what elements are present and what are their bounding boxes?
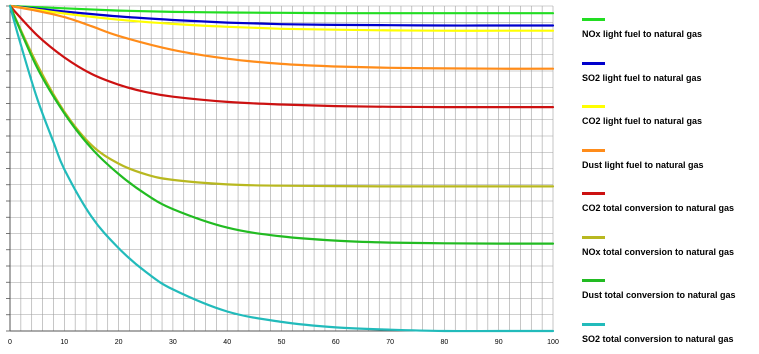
legend-label: Dust light fuel to natural gas — [582, 160, 704, 170]
x-tick-label: 60 — [332, 339, 340, 346]
x-tick-label: 20 — [115, 339, 123, 346]
legend-item-2: SO2 light fuel to natural gas — [577, 50, 759, 94]
legend-swatch — [582, 236, 605, 239]
legend-swatch — [582, 62, 605, 65]
legend-swatch — [582, 18, 605, 21]
x-tick-label: 90 — [495, 339, 503, 346]
x-tick-label: 0 — [8, 339, 12, 346]
x-tick-label: 40 — [223, 339, 231, 346]
legend: NOx light fuel to natural gas SO2 light f… — [577, 6, 759, 354]
legend-item-1: NOx light fuel to natural gas — [577, 6, 759, 50]
legend-label: Dust total conversion to natural gas — [582, 290, 736, 300]
x-tick-label: 50 — [278, 339, 286, 346]
x-tick-label: 100 — [547, 339, 559, 346]
legend-swatch — [582, 149, 605, 152]
legend-item-3: CO2 light fuel to natural gas — [577, 93, 759, 137]
legend-label: NOx total conversion to natural gas — [582, 247, 734, 257]
legend-label: CO2 total conversion to natural gas — [582, 203, 734, 213]
legend-item-6: NOx total conversion to natural gas — [577, 224, 759, 268]
legend-swatch — [582, 192, 605, 195]
x-tick-label: 30 — [169, 339, 177, 346]
legend-label: SO2 light fuel to natural gas — [582, 73, 702, 83]
legend-label: NOx light fuel to natural gas — [582, 29, 702, 39]
x-tick-label: 80 — [441, 339, 449, 346]
legend-item-8: SO2 total conversion to natural gas — [577, 311, 759, 354]
legend-item-5: CO2 total conversion to natural gas — [577, 180, 759, 224]
x-tick-label: 70 — [386, 339, 394, 346]
x-tick-label: 10 — [60, 339, 68, 346]
legend-swatch — [582, 279, 605, 282]
chart-svg: 0 10 20 30 40 50 60 70 80 90 100 — [0, 0, 570, 349]
legend-swatch — [582, 323, 605, 326]
legend-item-7: Dust total conversion to natural gas — [577, 267, 759, 311]
x-tick-labels: 0 10 20 30 40 50 60 70 80 90 100 — [8, 339, 559, 346]
grid-lines — [10, 6, 553, 331]
legend-item-4: Dust light fuel to natural gas — [577, 137, 759, 181]
legend-swatch — [582, 105, 605, 108]
legend-label: CO2 light fuel to natural gas — [582, 116, 702, 126]
legend-label: SO2 total conversion to natural gas — [582, 334, 734, 344]
